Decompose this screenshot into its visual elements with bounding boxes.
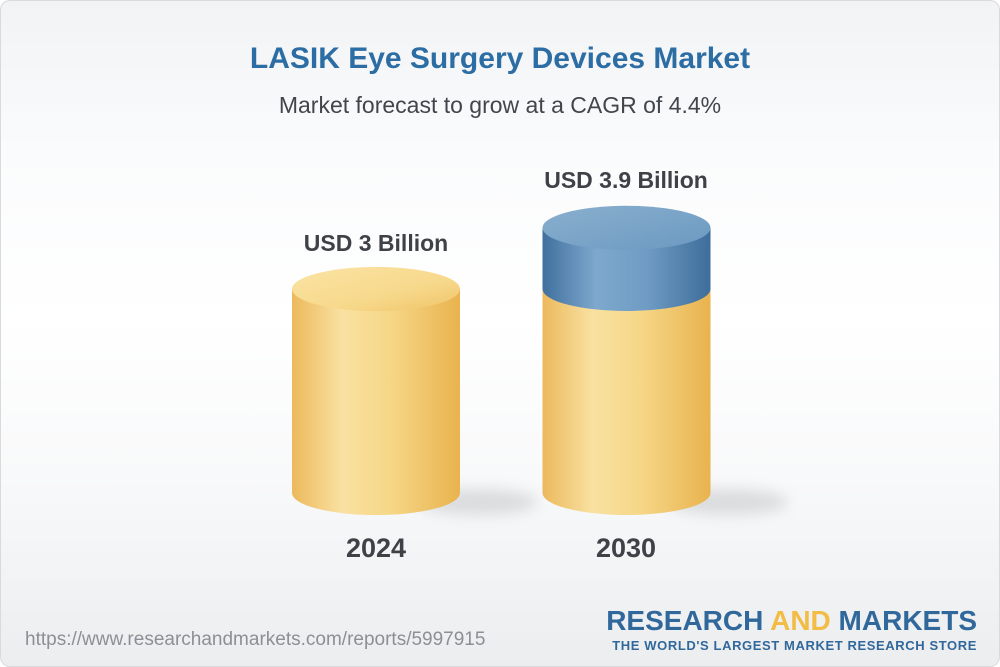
category-label-2024: 2024: [345, 533, 407, 563]
logo-word-research: RESEARCH: [606, 604, 764, 636]
cylinder-segment-cap-base: [292, 493, 460, 515]
brand-logo-wordmark: RESEARCH AND MARKETS: [606, 604, 977, 636]
bar-2030: [542, 205, 789, 515]
cylinder-top-growth: [542, 205, 711, 250]
cylinder-segment-cap-base: [542, 493, 711, 515]
value-label-2030: USD 3.9 Billion: [544, 167, 708, 193]
report-url: https://www.researchandmarkets.com/repor…: [25, 629, 486, 650]
page-subtitle: Market forecast to grow at a CAGR of 4.4…: [278, 92, 722, 118]
cylinder-top-base: [292, 267, 460, 311]
cylinder-segment-body-base: [542, 289, 711, 493]
cylinder-segment-cap-growth: [542, 289, 711, 311]
value-label-2024: USD 3 Billion: [303, 230, 449, 256]
logo-word-markets: MARKETS: [838, 604, 977, 636]
bar-2024: [292, 267, 538, 515]
brand-logo: RESEARCH AND MARKETS THE WORLD'S LARGEST…: [606, 604, 977, 653]
brand-logo-tagline: THE WORLD'S LARGEST MARKET RESEARCH STOR…: [612, 638, 977, 653]
category-label-2030: 2030: [595, 533, 657, 563]
page-title: LASIK Eye Surgery Devices Market: [249, 42, 751, 75]
logo-word-and: AND: [770, 604, 831, 636]
cylinder-segment-body-base: [292, 289, 460, 493]
